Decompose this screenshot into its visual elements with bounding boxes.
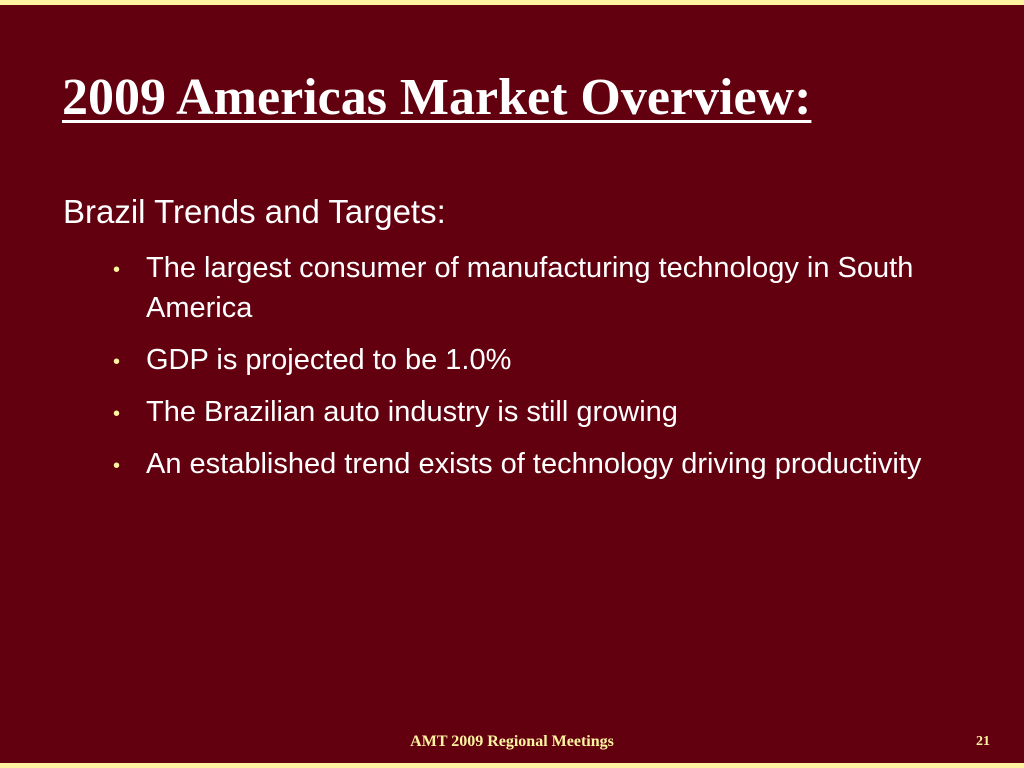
bullet-text: GDP is projected to be 1.0% [146, 344, 512, 376]
bullet-text: The Brazilian auto industry is still gro… [146, 396, 678, 428]
bullet-list: • The largest consumer of manufacturing … [113, 248, 963, 496]
slide-footer: AMT 2009 Regional Meetings [410, 733, 614, 750]
bullet-item: • An established trend exists of technol… [113, 444, 963, 484]
bullet-dot-icon: • [113, 403, 121, 425]
slide: 2009 Americas Market Overview: Brazil Tr… [0, 5, 1024, 763]
bullet-item: • The Brazilian auto industry is still g… [113, 392, 963, 432]
slide-subtitle: Brazil Trends and Targets: [63, 193, 446, 230]
bullet-text: The largest consumer of manufacturing te… [146, 252, 914, 324]
bullet-text: An established trend exists of technolog… [146, 448, 922, 480]
bullet-dot-icon: • [113, 259, 121, 281]
bullet-item: • GDP is projected to be 1.0% [113, 340, 963, 380]
bullet-dot-icon: • [113, 351, 121, 373]
page-number: 21 [976, 734, 990, 749]
slide-title: 2009 Americas Market Overview: [62, 69, 812, 126]
bullet-dot-icon: • [113, 455, 121, 477]
bullet-item: • The largest consumer of manufacturing … [113, 248, 963, 328]
